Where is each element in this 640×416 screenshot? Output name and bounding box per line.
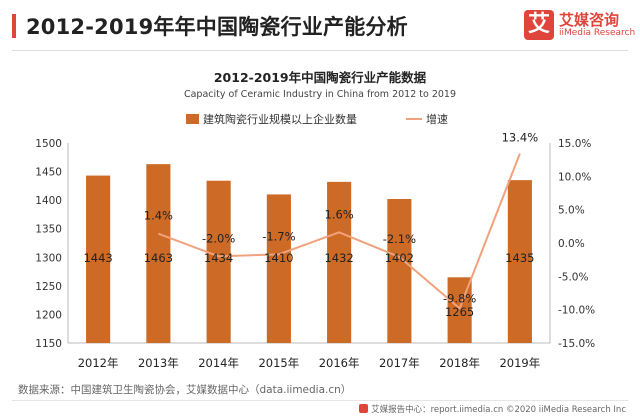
x-tick-label: 2019年 — [499, 356, 540, 370]
y2-tick-label: 0.0% — [558, 238, 585, 250]
y2-tick-label: -15.0% — [558, 338, 595, 350]
bar — [327, 181, 352, 343]
legend-bar-swatch — [186, 114, 199, 124]
bar — [387, 199, 412, 343]
y2-tick-label: 15.0% — [558, 138, 591, 150]
chart-title: 2012-2019年中国陶瓷行业产能数据 — [214, 70, 427, 85]
x-tick-label: 2016年 — [319, 356, 360, 370]
bar-value-label: 1463 — [144, 251, 173, 265]
footer-divider — [12, 400, 628, 401]
footer-text: 艾媒报告中心：report.iimedia.cn ©2020 iiMedia R… — [371, 405, 626, 415]
report-header: 2012-2019年年中国陶瓷行业产能分析 艾 艾媒咨询 iiMedia Res… — [0, 0, 640, 52]
logo-name-en: iiMedia Research — [559, 28, 636, 38]
x-tick-label: 2015年 — [258, 356, 299, 370]
y-tick-label: 1250 — [35, 281, 62, 293]
iimedia-footer-icon — [359, 404, 369, 413]
growth-value-label: -9.8% — [443, 291, 476, 305]
iimedia-logo-icon: 艾 — [524, 10, 554, 40]
y2-tick-label: -10.0% — [558, 305, 595, 317]
y2-tick-label: -5.0% — [558, 271, 588, 283]
y2-tick-label: 10.0% — [558, 171, 591, 183]
bar — [266, 194, 291, 343]
bar-value-label: 1432 — [324, 251, 353, 265]
x-tick-label: 2013年 — [138, 356, 179, 370]
footer: 艾媒报告中心：report.iimedia.cn ©2020 iiMedia R… — [359, 403, 626, 415]
x-tick-label: 2017年 — [379, 356, 420, 370]
y-tick-label: 1150 — [35, 338, 62, 350]
data-source-note: 数据来源：中国建筑卫生陶瓷协会，艾媒数据中心（data.iimedia.cn） — [18, 384, 352, 396]
header-divider — [12, 50, 628, 51]
y-tick-label: 1500 — [35, 138, 62, 150]
bar-value-label: 1435 — [505, 251, 534, 265]
bar — [507, 180, 532, 343]
chart: 2012-2019年中国陶瓷行业产能数据 Capacity of Ceramic … — [35, 70, 595, 370]
y-tick-label: 1200 — [35, 309, 62, 321]
bar-value-label: 1402 — [385, 251, 414, 265]
bar — [206, 180, 231, 343]
growth-value-label: 1.4% — [144, 209, 173, 223]
bar-value-label: 1434 — [204, 251, 233, 265]
y-tick-label: 1300 — [35, 252, 62, 264]
bar-value-label: 1443 — [83, 251, 112, 265]
bar-value-label: 1265 — [445, 305, 474, 319]
growth-value-label: -1.7% — [262, 229, 295, 243]
y-tick-label: 1400 — [35, 195, 62, 207]
legend-bar-label: 建筑陶瓷行业规模以上企业数量 — [203, 112, 357, 126]
x-tick-label: 2012年 — [78, 356, 119, 370]
growth-value-label: 1.6% — [325, 207, 354, 221]
growth-value-label: -2.0% — [202, 231, 235, 245]
x-tick-label: 2018年 — [439, 356, 480, 370]
chart-subtitle: Capacity of Ceramic Industry in China fr… — [184, 89, 456, 100]
growth-line — [158, 153, 521, 310]
bar-value-label: 1410 — [264, 251, 293, 265]
bar — [146, 164, 171, 343]
growth-value-label: -2.1% — [383, 232, 416, 246]
y-tick-label: 1450 — [35, 167, 62, 179]
logo-name-cn: 艾媒咨询 — [559, 11, 620, 29]
bar — [86, 175, 111, 343]
growth-value-label: 13.4% — [502, 131, 539, 145]
y2-tick-label: 5.0% — [558, 205, 585, 217]
legend-line-label: 增速 — [426, 112, 448, 126]
page-title: 2012-2019年年中国陶瓷行业产能分析 — [26, 15, 408, 39]
title-accent-bar — [12, 14, 16, 38]
y-tick-label: 1350 — [35, 224, 62, 236]
x-tick-label: 2014年 — [198, 356, 239, 370]
